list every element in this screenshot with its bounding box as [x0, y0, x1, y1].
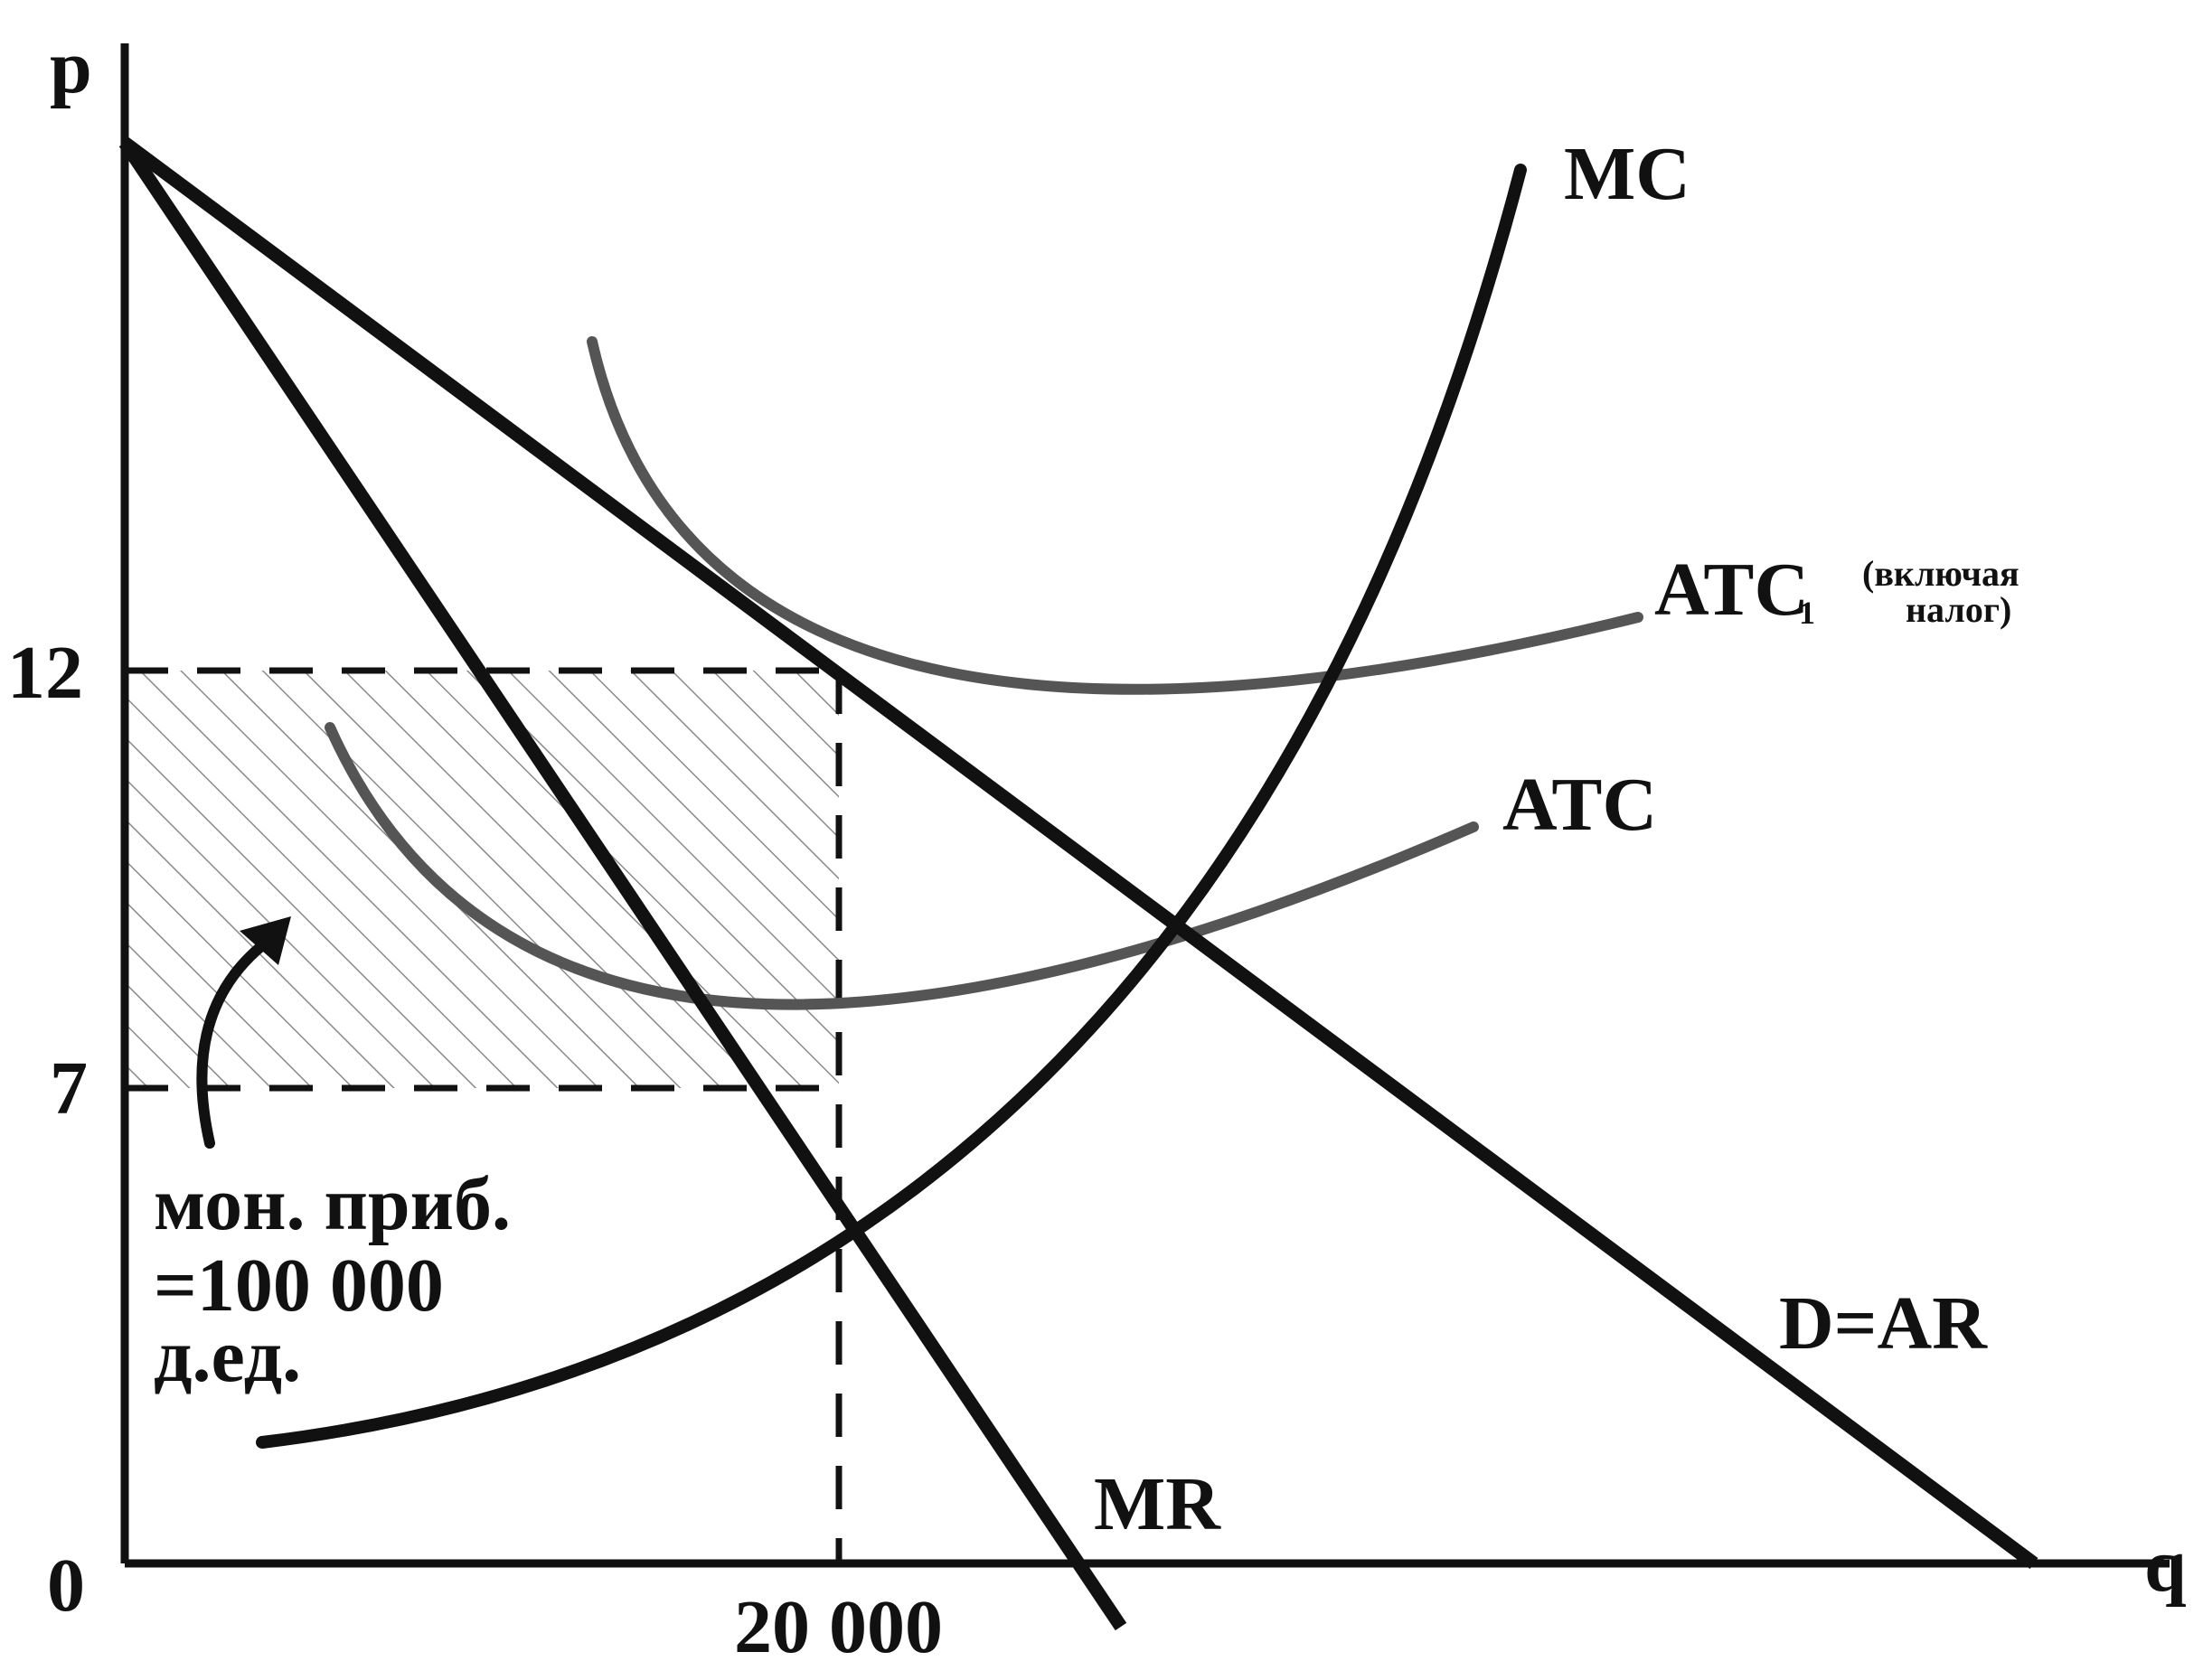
demand-label: D=AR	[1779, 1281, 1988, 1366]
quantity-20000-label: 20 000	[734, 1585, 943, 1669]
demand-line	[120, 136, 2038, 1570]
mr-line	[118, 138, 1127, 1631]
profit-note-line1: мон. приб.	[154, 1162, 511, 1246]
profit-area	[125, 671, 839, 1088]
price-12-label: 12	[7, 631, 83, 715]
profit-arrow-head	[240, 916, 291, 965]
y-axis-label: p	[50, 25, 92, 109]
atc-curve	[325, 722, 1479, 1010]
atc1-note-line2: налог)	[1906, 589, 2011, 630]
atc1-subscript: 1	[1799, 595, 1815, 631]
mc-curve	[256, 164, 1527, 1449]
atc1-label: ATC	[1654, 548, 1809, 632]
profit-arrow-shaft	[196, 934, 275, 1149]
atc1-note-line1: (включая	[1862, 553, 2019, 594]
mc-label: MC	[1564, 132, 1690, 216]
origin-label: 0	[47, 1544, 85, 1628]
atc-label: ATC	[1502, 763, 1657, 847]
atc1-curve	[587, 336, 1643, 695]
price-7-label: 7	[50, 1046, 88, 1131]
profit-note-line3: д.ед.	[154, 1314, 301, 1398]
mr-label: MR	[1094, 1462, 1221, 1546]
profit-note-line2: =100 000	[154, 1244, 444, 1328]
x-axis-label: q	[2144, 1524, 2187, 1608]
